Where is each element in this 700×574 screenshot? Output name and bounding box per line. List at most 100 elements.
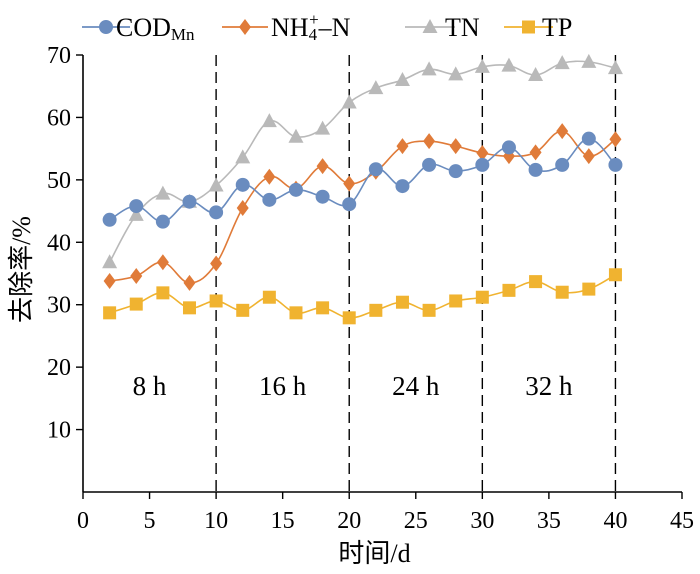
period-label: 32 h bbox=[525, 371, 573, 401]
data-point-tn bbox=[421, 61, 437, 76]
data-point-tn bbox=[501, 57, 517, 72]
legend-label: CODMn bbox=[116, 13, 195, 44]
data-point-codmn bbox=[475, 157, 490, 172]
x-tick-label: 40 bbox=[603, 508, 627, 534]
period-labels: 8 h 16 h 24 h 32 h bbox=[133, 371, 573, 401]
y-tick-label: 20 bbox=[47, 355, 71, 381]
data-point-tn bbox=[235, 149, 251, 164]
data-point-codmn bbox=[368, 162, 383, 177]
data-point-codmn bbox=[581, 131, 596, 146]
period-label: 24 h bbox=[392, 371, 440, 401]
legend-marker bbox=[522, 20, 535, 34]
data-point-tn bbox=[315, 120, 331, 135]
x-tick-label: 15 bbox=[271, 508, 295, 534]
y-tick-label: 70 bbox=[47, 43, 71, 69]
data-point-tn bbox=[341, 94, 357, 109]
tick-labels: 10 20 30 40 50 60 70 0 5 10 15 20 25 30 35 40 45 bbox=[47, 43, 694, 534]
y-tick-label: 10 bbox=[47, 418, 71, 444]
data-point-tp bbox=[502, 283, 516, 297]
legend-label: NH4+–N bbox=[271, 10, 351, 44]
y-tick-label: 30 bbox=[47, 293, 71, 319]
data-point-tn bbox=[208, 177, 224, 192]
data-point-codmn bbox=[501, 140, 516, 155]
x-tick-label: 0 bbox=[77, 508, 89, 534]
data-point-nh4-n bbox=[263, 168, 276, 185]
series-codmn bbox=[102, 131, 623, 229]
data-point-tp bbox=[182, 301, 196, 315]
data-point-codmn bbox=[342, 197, 357, 212]
data-point-tp bbox=[449, 294, 463, 308]
data-point-tn bbox=[155, 185, 171, 200]
data-point-nh4-n bbox=[476, 145, 489, 162]
data-point-tp bbox=[156, 286, 170, 300]
data-point-nh4-n bbox=[423, 133, 436, 150]
data-point-nh4-n bbox=[130, 267, 143, 284]
data-point-tn bbox=[607, 60, 623, 75]
period-label: 16 h bbox=[259, 371, 307, 401]
data-point-tp bbox=[342, 311, 356, 325]
data-point-nh4-n bbox=[582, 148, 595, 165]
data-point-tn bbox=[288, 128, 304, 143]
data-point-tn bbox=[368, 80, 384, 95]
period-label: 8 h bbox=[133, 371, 167, 401]
legend-marker bbox=[239, 19, 251, 35]
data-point-nh4-n bbox=[236, 199, 249, 216]
data-point-nh4-n bbox=[210, 255, 223, 272]
data-point-tp bbox=[209, 294, 223, 308]
data-point-tp bbox=[289, 306, 303, 320]
data-point-codmn bbox=[155, 214, 170, 229]
x-tick-label: 10 bbox=[204, 508, 228, 534]
data-point-nh4-n bbox=[609, 131, 622, 148]
legend-label: TN bbox=[445, 13, 480, 42]
data-point-codmn bbox=[288, 182, 303, 197]
legend-marker bbox=[99, 20, 113, 34]
data-point-tp bbox=[529, 275, 543, 289]
data-point-codmn bbox=[395, 179, 410, 194]
series-layer bbox=[102, 53, 623, 325]
series-tn bbox=[102, 53, 623, 269]
data-point-tp bbox=[262, 290, 276, 304]
data-point-tp bbox=[422, 303, 436, 317]
series-tp bbox=[103, 268, 622, 325]
data-point-nh4-n bbox=[449, 138, 462, 155]
data-point-tn bbox=[128, 206, 144, 221]
x-tick-label: 35 bbox=[537, 508, 561, 534]
data-point-nh4-n bbox=[316, 158, 329, 175]
data-point-codmn bbox=[235, 177, 250, 192]
data-point-codmn bbox=[315, 189, 330, 204]
legend-item-tn: TN bbox=[405, 13, 480, 42]
data-point-tn bbox=[102, 254, 118, 269]
y-tick-label: 40 bbox=[47, 230, 71, 256]
x-tick-label: 30 bbox=[470, 508, 494, 534]
data-point-tp bbox=[369, 303, 383, 317]
data-point-codmn bbox=[102, 212, 117, 227]
legend-label: TP bbox=[542, 13, 572, 42]
data-point-tp bbox=[582, 282, 596, 296]
x-axis-title: 时间/d bbox=[338, 539, 410, 568]
data-point-tn bbox=[581, 53, 597, 68]
data-point-tp bbox=[103, 306, 117, 320]
data-point-nh4-n bbox=[183, 274, 196, 291]
x-tick-label: 45 bbox=[670, 508, 694, 534]
data-point-codmn bbox=[182, 194, 197, 209]
data-point-tn bbox=[554, 55, 570, 70]
data-point-tp bbox=[129, 297, 143, 311]
legend: CODMn NH4+–N TN TP bbox=[82, 10, 572, 44]
data-point-tp bbox=[555, 285, 569, 299]
data-point-tn bbox=[394, 71, 410, 86]
data-point-nh4-n bbox=[156, 254, 169, 271]
data-point-codmn bbox=[555, 157, 570, 172]
data-point-nh4-n bbox=[396, 138, 409, 155]
data-point-nh4-n bbox=[103, 272, 116, 289]
data-point-tp bbox=[316, 301, 330, 315]
axes bbox=[76, 54, 683, 499]
legend-marker bbox=[422, 19, 438, 33]
data-point-tn bbox=[261, 113, 277, 128]
legend-item-tp: TP bbox=[504, 13, 572, 42]
data-point-codmn bbox=[422, 157, 437, 172]
y-tick-label: 60 bbox=[47, 105, 71, 131]
data-point-codmn bbox=[528, 162, 543, 177]
x-tick-label: 20 bbox=[337, 508, 361, 534]
hrt-dividers bbox=[215, 55, 617, 492]
data-point-nh4-n bbox=[529, 144, 542, 161]
